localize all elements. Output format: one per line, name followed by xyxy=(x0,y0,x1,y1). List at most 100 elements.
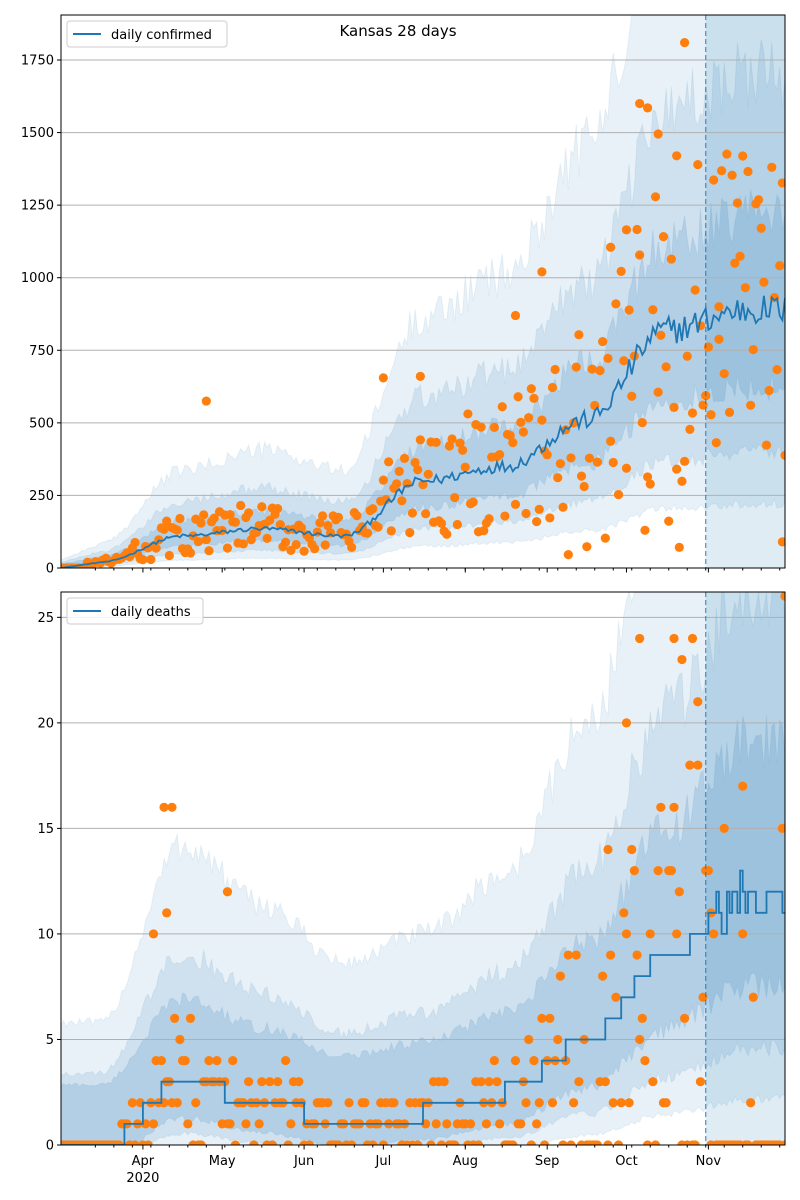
data-point xyxy=(582,542,592,552)
data-point xyxy=(323,1098,333,1108)
data-point xyxy=(537,267,547,277)
uncertainty-band xyxy=(61,592,785,1145)
data-point xyxy=(156,1055,167,1066)
data-point xyxy=(222,543,233,553)
data-point xyxy=(526,1140,536,1145)
data-point xyxy=(695,1077,706,1087)
data-point xyxy=(571,362,581,372)
data-point xyxy=(162,516,172,526)
data-point xyxy=(624,305,634,315)
data-point xyxy=(500,511,510,521)
x-tick-label: Oct xyxy=(615,1154,637,1169)
data-point xyxy=(193,536,204,547)
data-point xyxy=(465,1119,476,1129)
data-point xyxy=(759,277,769,287)
data-point xyxy=(159,524,169,534)
data-point xyxy=(553,473,563,483)
data-point xyxy=(606,950,616,960)
data-point xyxy=(677,476,687,486)
data-point xyxy=(672,464,682,474)
data-point xyxy=(394,466,404,477)
data-point xyxy=(547,382,558,393)
data-point xyxy=(664,516,674,526)
data-point xyxy=(516,417,526,427)
data-point xyxy=(764,385,774,396)
y-tick-label: 10 xyxy=(37,927,54,942)
data-point xyxy=(600,1077,610,1087)
data-point xyxy=(693,159,703,170)
data-point xyxy=(616,1098,626,1108)
data-point xyxy=(600,533,610,543)
data-point xyxy=(426,1140,436,1145)
data-point xyxy=(777,537,785,547)
data-point xyxy=(296,523,307,533)
data-point xyxy=(672,929,682,939)
data-point xyxy=(185,548,196,558)
data-point xyxy=(286,1119,296,1129)
plot-frame xyxy=(60,591,786,1146)
x-tick-label: May xyxy=(209,1154,236,1169)
data-point xyxy=(518,427,529,437)
data-point xyxy=(606,436,616,446)
data-point xyxy=(162,908,172,918)
data-point xyxy=(677,654,687,665)
data-point xyxy=(212,1055,222,1066)
data-point xyxy=(743,1140,753,1145)
data-point xyxy=(669,402,679,412)
data-point xyxy=(719,369,729,379)
data-point xyxy=(468,497,478,507)
data-point xyxy=(685,424,695,434)
data-point xyxy=(679,37,690,48)
data-point xyxy=(621,463,632,473)
data-point xyxy=(378,475,388,485)
confirmed-panel: 0 250 500 750 1000 1250 1500 1750 daily confirme… xyxy=(21,14,786,577)
data-point xyxy=(685,760,695,770)
data-point xyxy=(656,330,666,340)
observed-points xyxy=(61,37,785,568)
data-point xyxy=(637,418,647,428)
data-point xyxy=(397,496,407,506)
data-point xyxy=(484,1077,494,1087)
data-point xyxy=(262,533,272,543)
data-point xyxy=(613,1140,624,1145)
uncertainty-band xyxy=(61,715,785,1145)
data-point xyxy=(566,1140,576,1145)
data-point xyxy=(524,1034,534,1045)
data-point xyxy=(127,1098,137,1108)
data-point xyxy=(196,1140,206,1145)
data-point xyxy=(146,554,156,565)
data-point xyxy=(405,528,415,538)
data-point xyxy=(191,1098,201,1108)
data-point xyxy=(450,492,460,503)
data-point xyxy=(743,166,753,177)
data-point xyxy=(484,514,494,524)
y-axis: 0 250 500 750 1000 1250 1500 1750 xyxy=(21,53,785,577)
data-point xyxy=(225,510,235,520)
data-point xyxy=(172,525,182,535)
data-point xyxy=(746,400,756,410)
data-point xyxy=(730,258,740,268)
data-point xyxy=(489,422,499,433)
legend: daily deaths xyxy=(66,597,204,625)
data-point xyxy=(175,513,185,524)
data-point xyxy=(650,192,661,202)
data-point xyxy=(547,1098,558,1108)
data-point xyxy=(510,499,521,509)
data-point xyxy=(444,441,455,451)
data-point xyxy=(587,364,597,374)
data-point xyxy=(621,929,632,939)
data-point xyxy=(687,633,698,644)
x-axis: Apr May Jun Jul Aug Sep Oct Nov 2020 xyxy=(94,1145,781,1186)
data-point xyxy=(674,887,684,897)
y-tick-label: 750 xyxy=(29,344,54,359)
data-point xyxy=(748,992,758,1002)
data-point xyxy=(352,511,362,521)
y-tick-label: 20 xyxy=(37,716,54,731)
data-point xyxy=(317,511,328,521)
data-point xyxy=(185,1013,196,1023)
data-point xyxy=(679,1013,690,1023)
data-point xyxy=(151,543,161,553)
data-point xyxy=(280,1055,291,1066)
data-point xyxy=(143,1140,153,1145)
